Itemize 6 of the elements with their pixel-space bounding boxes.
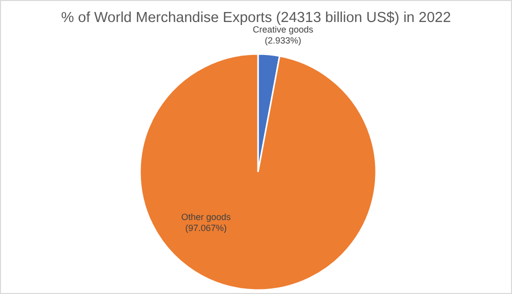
chart-title: % of World Merchandise Exports (24313 billion US$) in 2022 bbox=[61, 10, 451, 26]
data-label: (97.067%) bbox=[185, 223, 227, 234]
pie-slice bbox=[139, 53, 377, 291]
data-label: (2.933%) bbox=[264, 36, 302, 46]
slice-label: Other goods bbox=[181, 212, 232, 222]
slice-label: Creative goods bbox=[252, 24, 314, 35]
